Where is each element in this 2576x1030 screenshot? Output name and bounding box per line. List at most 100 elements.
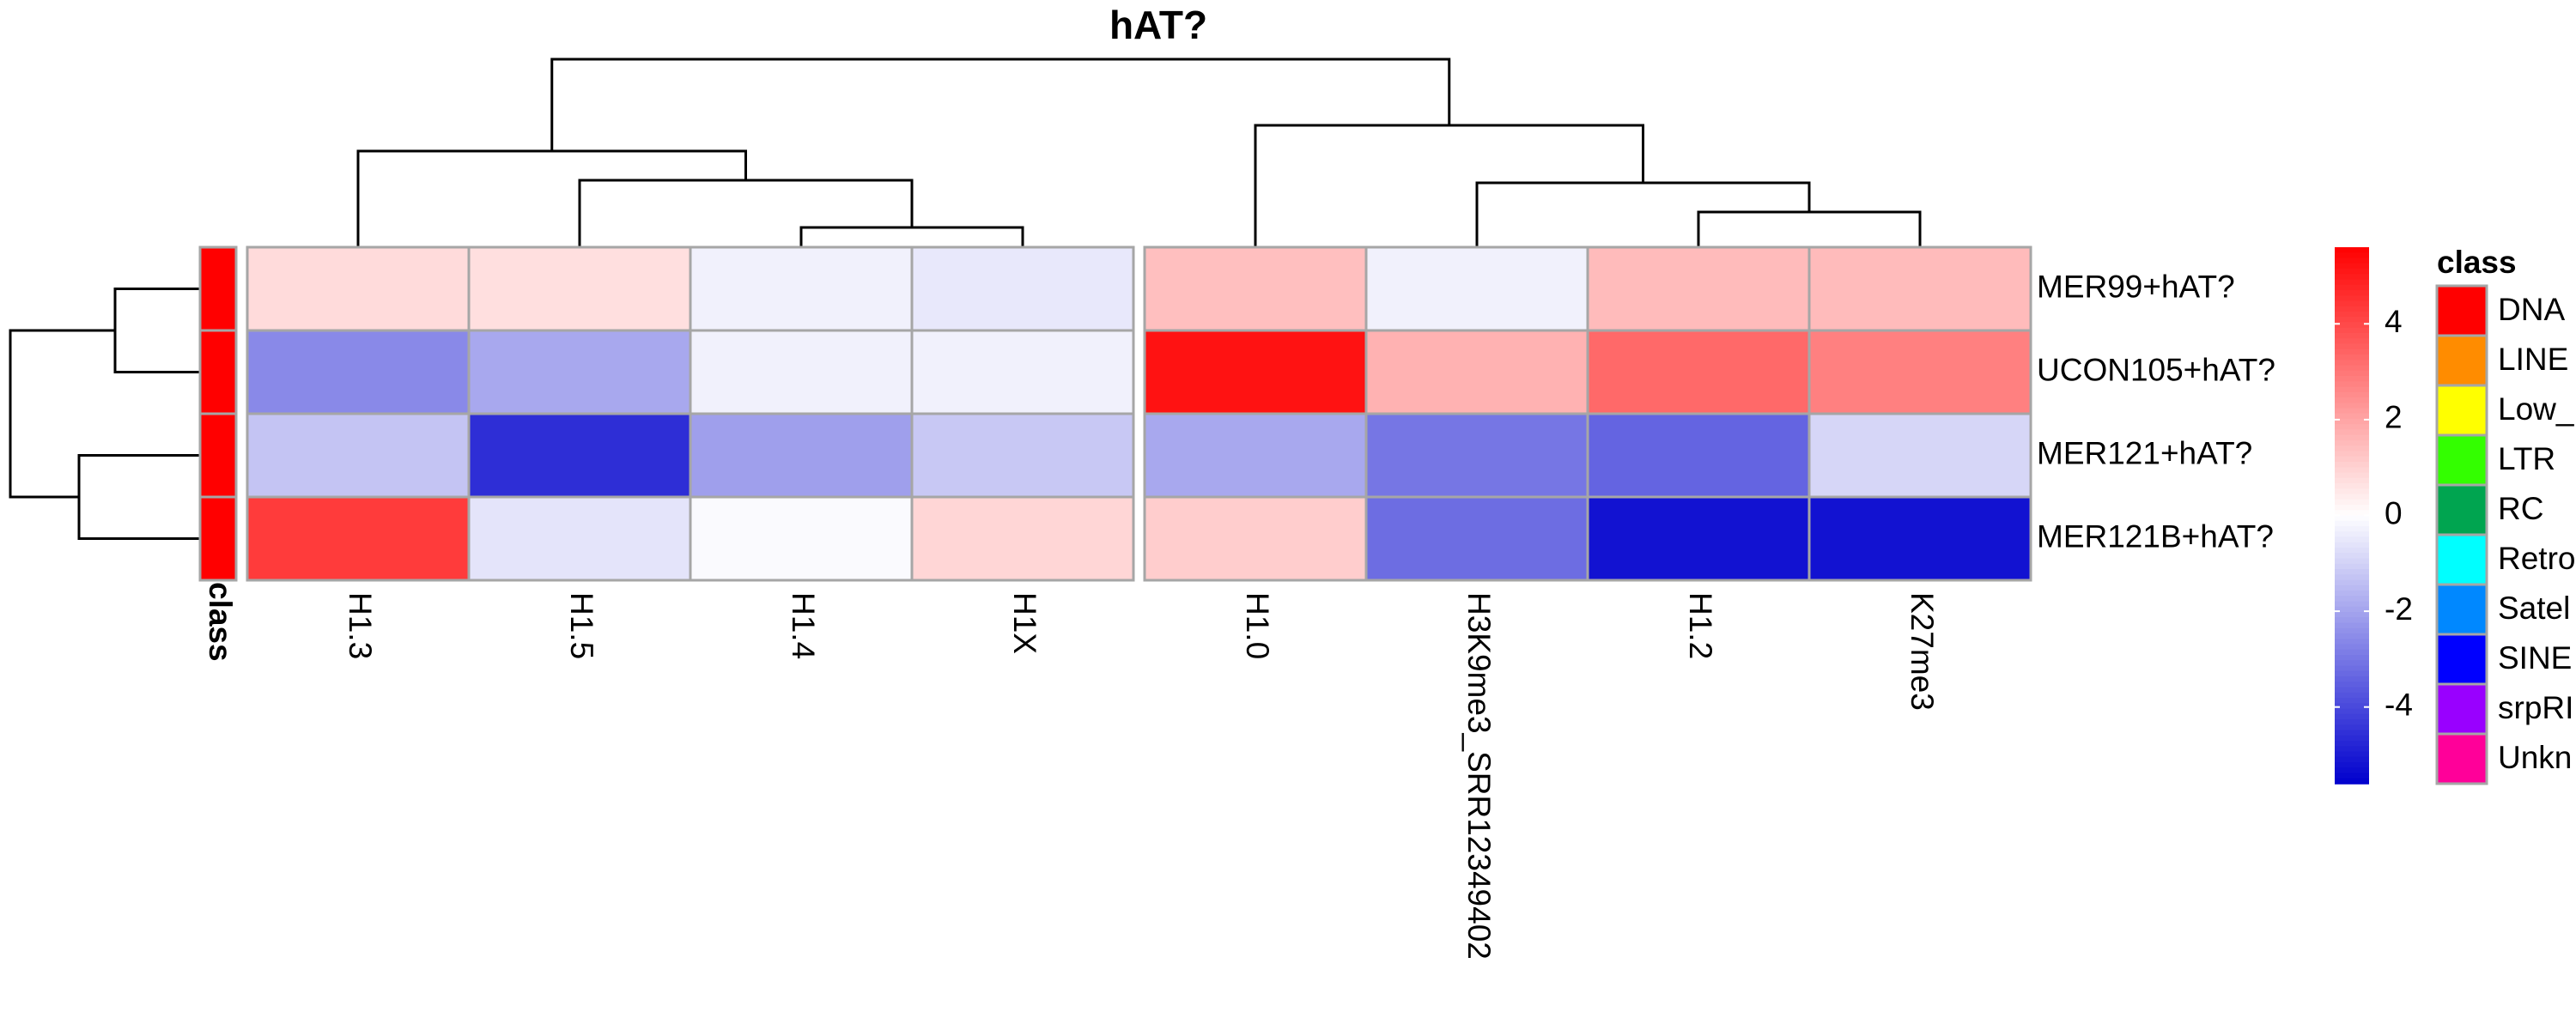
color-scale-step <box>2335 627 2369 634</box>
color-scale-step <box>2335 376 2369 383</box>
heatmap-cell <box>1143 495 1368 582</box>
color-scale-step <box>2335 617 2369 624</box>
color-scale-step <box>2335 660 2369 667</box>
color-scale-step <box>2335 467 2369 474</box>
color-scale-step <box>2335 762 2369 769</box>
dendrogram-branch <box>9 329 115 499</box>
color-scale-step <box>2335 333 2369 340</box>
color-scale-step <box>2335 462 2369 469</box>
column-label: H1.3 <box>343 592 378 659</box>
heatmap-cell <box>467 412 692 499</box>
dendrogram-branch <box>578 179 914 247</box>
color-scale-step <box>2335 317 2369 324</box>
color-scale-step <box>2335 312 2369 318</box>
heatmap-cell <box>689 412 914 499</box>
class-legend-label: Low_ <box>2498 391 2574 427</box>
color-scale-tick-label: 4 <box>2385 304 2403 339</box>
class-legend-swatch <box>2435 682 2488 736</box>
row-annotation-bar: class <box>198 245 238 662</box>
heatmap-cell <box>1364 329 1589 415</box>
heatmap-cell <box>689 329 914 415</box>
color-scale-step <box>2335 682 2369 688</box>
class-legend-label: Retro <box>2498 541 2575 576</box>
class-legend: class DNA LINE Low_ LTR RC Retro Satel SINE srpRI… <box>2435 245 2575 785</box>
column-label: H1.0 <box>1240 592 1275 659</box>
class-legend-label: LTR <box>2498 441 2555 476</box>
column-label: K27me3 <box>1905 592 1940 711</box>
color-scale-step <box>2335 751 2369 758</box>
color-scale-step <box>2335 295 2369 302</box>
color-scale-step <box>2335 713 2369 720</box>
dendrogram-branch <box>799 226 1024 247</box>
column-dendrogram <box>356 58 1922 247</box>
color-scale-step <box>2335 558 2369 565</box>
class-legend-label: srpRI <box>2498 690 2573 725</box>
color-scale-tick-label: 0 <box>2385 495 2403 530</box>
color-scale-step <box>2335 756 2369 763</box>
color-scale-step <box>2335 569 2369 576</box>
heatmap-cell <box>1364 412 1589 499</box>
column-label: H3K9me3_SRR12349402 <box>1461 592 1497 960</box>
annotation-cell <box>198 412 238 499</box>
heatmap-cell <box>1807 245 2032 332</box>
color-scale-step <box>2335 526 2369 533</box>
heatmap-cell <box>1364 495 1589 582</box>
color-scale-step <box>2335 612 2369 619</box>
color-scale-step <box>2335 300 2369 307</box>
heatmap-cell <box>246 412 471 499</box>
heatmap-cell <box>246 245 471 332</box>
color-scale-tick-label: 2 <box>2385 400 2403 435</box>
color-scale-step <box>2335 386 2369 393</box>
class-legend-label: Satel <box>2498 591 2570 626</box>
color-scale-legend: 4 2 0 -2 -4 <box>2335 247 2413 785</box>
color-scale-step <box>2335 735 2369 742</box>
class-legend-title: class <box>2437 245 2517 280</box>
class-legend-swatch <box>2435 633 2488 686</box>
color-scale-step <box>2335 306 2369 312</box>
dendrogram-branch <box>356 149 747 247</box>
color-scale-step <box>2335 274 2369 281</box>
heatmap-cell <box>1586 495 1811 582</box>
heatmap-cell <box>910 495 1135 582</box>
color-scale-step <box>2335 741 2369 748</box>
color-scale-step <box>2335 767 2369 774</box>
class-legend-swatch <box>2435 483 2488 536</box>
row-dendrogram <box>9 288 200 540</box>
color-scale-step <box>2335 322 2369 329</box>
color-scale-step <box>2335 370 2369 377</box>
color-scale-step <box>2335 708 2369 715</box>
class-legend-label: DNA <box>2498 292 2565 327</box>
color-scale-step <box>2335 451 2369 457</box>
color-scale-step <box>2335 488 2369 495</box>
color-scale-step <box>2335 284 2369 291</box>
class-legend-swatch <box>2435 533 2488 586</box>
heatmap-cell <box>1586 245 1811 332</box>
class-legend-swatch <box>2435 433 2488 487</box>
color-scale-step <box>2335 579 2369 586</box>
class-legend-swatch <box>2435 384 2488 437</box>
heatmap-cell <box>910 245 1135 332</box>
heatmap-cell <box>246 495 471 582</box>
class-legend-label: RC <box>2498 491 2543 526</box>
color-scale-step <box>2335 531 2369 538</box>
color-scale-step <box>2335 692 2369 699</box>
color-scale-step <box>2335 440 2369 447</box>
color-scale-step <box>2335 606 2369 613</box>
color-scale-step <box>2335 494 2369 500</box>
color-scale-step <box>2335 258 2369 264</box>
color-scale-step <box>2335 424 2369 431</box>
color-scale-step <box>2335 252 2369 259</box>
color-scale-step <box>2335 591 2369 597</box>
color-scale-step <box>2335 413 2369 420</box>
color-scale-step <box>2335 644 2369 651</box>
color-scale-step <box>2335 655 2369 662</box>
heatmap-cell <box>1807 412 2032 499</box>
annotation-cell <box>198 245 238 332</box>
class-legend-swatch <box>2435 334 2488 387</box>
color-scale-step <box>2335 772 2369 779</box>
heatmap-cell <box>467 245 692 332</box>
color-scale-step <box>2335 724 2369 731</box>
color-scale-step <box>2335 354 2369 361</box>
row-label: MER121B+hAT? <box>2037 518 2274 554</box>
color-scale-step <box>2335 445 2369 452</box>
